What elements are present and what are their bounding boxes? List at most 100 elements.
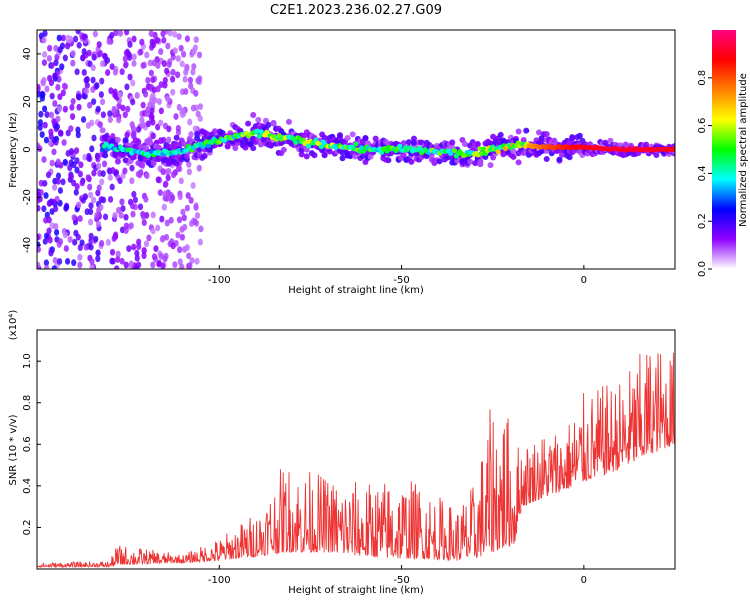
spectrogram-cell: [135, 139, 142, 146]
spectrogram-cell: [405, 139, 412, 146]
spectrogram-cell: [556, 156, 563, 163]
spectrogram-cell: [73, 147, 80, 155]
spectrogram-cell: [111, 105, 117, 113]
spectrogram-cell: [102, 213, 109, 221]
colorbar-tick-label: 0.6: [697, 118, 708, 134]
spectrogram-cell: [653, 151, 660, 158]
spectrogram-cell: [108, 87, 114, 95]
y-tick-label: 20: [22, 95, 33, 108]
spectrogram-cell: [188, 131, 194, 138]
spectrogram-cell: [37, 204, 41, 212]
spectrogram-cell: [180, 107, 186, 115]
spectrogram-cell: [81, 33, 87, 41]
spectrogram-cell: [145, 120, 151, 128]
spectrogram-cell: [158, 119, 164, 127]
spectrogram-cell: [147, 101, 153, 109]
spectrogram-cell: [64, 42, 71, 50]
spectrogram-cell: [382, 138, 389, 145]
spectrogram-cell: [132, 196, 138, 204]
spectrogram-cell: [131, 60, 137, 67]
spectrogram-cell: [477, 158, 484, 165]
spectrogram-cell: [134, 249, 140, 257]
spectrogram-x-ticks: -100 -50 0: [208, 265, 587, 286]
spectrogram-cell: [87, 101, 93, 109]
spectrogram-cell: [140, 213, 147, 220]
spectrogram-cell: [57, 129, 64, 137]
spectrogram-cell: [37, 83, 41, 91]
spectrogram-cell: [193, 89, 199, 97]
spectrogram-cell: [462, 141, 469, 148]
spectrogram-cell: [148, 69, 154, 77]
spectrogram-cell: [102, 152, 109, 159]
spectrogram-cell: [83, 76, 89, 84]
spectrogram-cell: [56, 34, 62, 42]
spectrogram-cell: [47, 44, 53, 52]
spectrogram-cell: [321, 134, 328, 141]
spectrogram-cell: [43, 232, 50, 240]
spectrogram-cell: [81, 69, 87, 76]
spectrogram-cell: [130, 98, 136, 106]
spectrogram-cell: [127, 41, 133, 48]
spectrogram-cell: [349, 131, 356, 138]
spectrogram-cell: [88, 243, 94, 251]
spectrogram-cell: [191, 63, 197, 70]
spectrogram-cell: [96, 41, 102, 48]
spectrogram-cell: [77, 261, 83, 269]
spectrogram-cell: [110, 167, 116, 174]
spectrogram-cell: [141, 219, 147, 226]
spectrogram-cell: [182, 223, 188, 231]
spectrogram-cell: [474, 141, 481, 148]
spectrogram-cell: [141, 252, 147, 260]
spectrogram-cell: [112, 212, 118, 219]
spectrogram-cell: [134, 254, 140, 262]
spectrogram-cell: [156, 260, 162, 268]
spectrogram-cell: [117, 91, 123, 99]
snr-y-label: SNR (10 * v/v): [8, 414, 19, 485]
spectrogram-cell: [94, 152, 101, 160]
spectrogram-cell: [55, 158, 61, 166]
spectrogram-cell: [52, 72, 58, 80]
spectrogram-cell: [63, 203, 70, 211]
spectrogram-panel: -100 -50 0 -40 -20 0 20 40 Height of straight …: [8, 29, 676, 296]
spectrogram-cell: [96, 162, 102, 170]
spectrogram-cell: [83, 87, 90, 95]
spectrogram-cell: [77, 215, 83, 222]
spectrogram-cell: [160, 168, 166, 176]
spectrogram-cell: [41, 76, 47, 84]
spectrogram-cell: [515, 128, 522, 135]
spectrogram-cell: [76, 201, 82, 209]
spectrogram-cell: [203, 139, 210, 145]
spectrogram-cell: [131, 35, 137, 43]
snr-y-ticks: 0.2 0.4 0.6 0.8 1.0: [22, 353, 41, 535]
spectrogram-cell: [55, 172, 62, 180]
x-tick-label: -100: [208, 575, 231, 586]
spectrogram-cell: [168, 216, 174, 224]
y-tick-label: 0.2: [22, 519, 33, 535]
spectrogram-cell: [136, 238, 142, 246]
spectrogram-cell: [265, 121, 272, 128]
spectrogram-cell: [92, 30, 98, 38]
spectrogram-cell: [151, 253, 158, 261]
x-tick-label: 0: [581, 275, 587, 286]
spectrogram-cell: [155, 224, 161, 232]
spectrogram-cell: [75, 131, 81, 139]
spectrogram-cell: [173, 141, 180, 148]
spectrogram-cell: [57, 187, 64, 194]
spectrogram-cell: [41, 36, 47, 44]
spectrogram-cell: [146, 234, 152, 242]
spectrogram-cell: [42, 121, 48, 129]
spectrogram-cell: [144, 172, 150, 180]
figure-title: C2E1.2023.236.02.27.G09: [270, 3, 442, 18]
spectrogram-cell: [39, 94, 45, 102]
spectrogram-cell: [177, 193, 183, 201]
spectrogram-cell: [37, 145, 43, 153]
spectrogram-cell: [186, 161, 192, 168]
spectrogram-cell: [91, 98, 97, 106]
spectrogram-cell: [88, 232, 94, 240]
spectrogram-cells: [37, 30, 675, 269]
spectrogram-cell: [122, 55, 128, 63]
spectrogram-cell: [68, 159, 74, 167]
spectrogram-cell: [124, 131, 130, 139]
spectrogram-cell: [69, 113, 76, 120]
spectrogram-cell: [170, 68, 176, 76]
